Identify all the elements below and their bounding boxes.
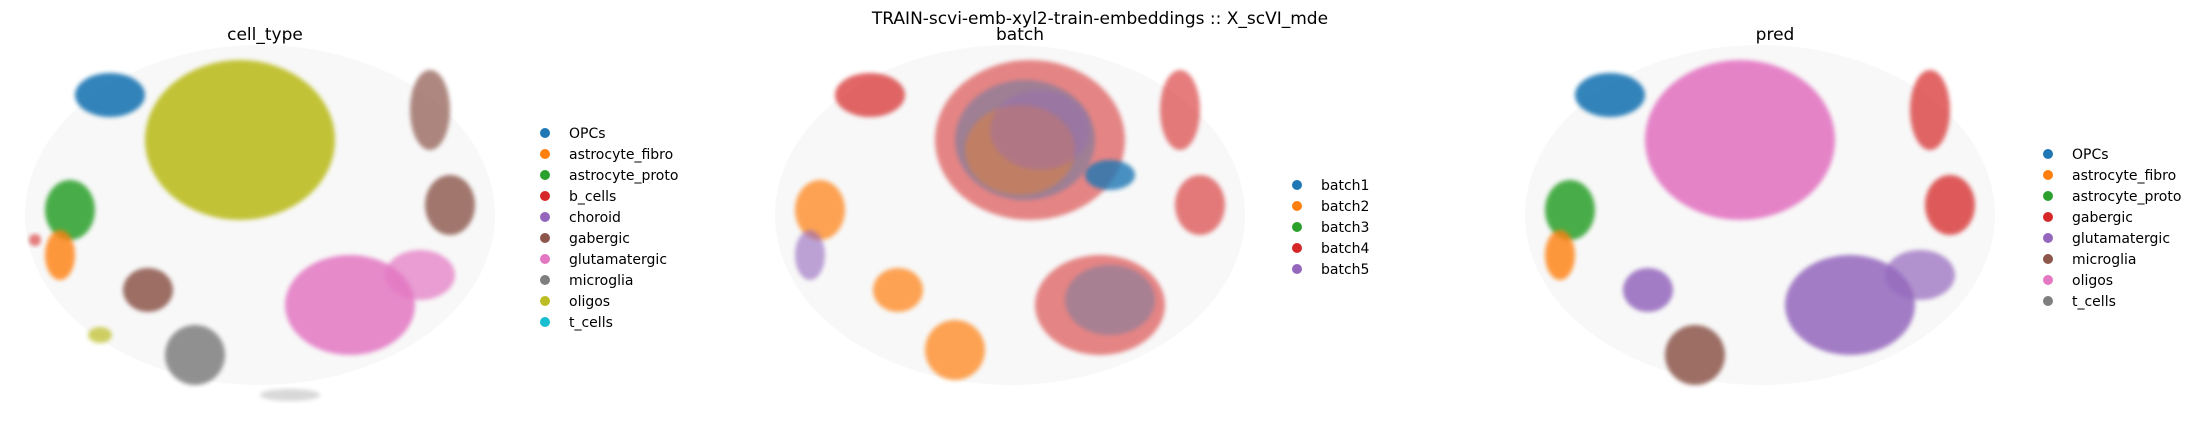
legend-label-batch2: batch2 <box>1321 199 1369 215</box>
legend-label-OPCs: OPCs <box>2072 147 2109 163</box>
legend-label-gabergic: gabergic <box>2072 210 2133 226</box>
panel-pred: pred OPCs astrocyte_fibro astrocyte_protog… <box>1525 25 2181 385</box>
legend-marker-astrocyte-fibro <box>2043 170 2053 180</box>
scatter-area-batch <box>775 45 1245 385</box>
legend-label-microglia: microglia <box>2072 252 2136 268</box>
legend-marker-oligos <box>2043 275 2053 285</box>
legend-marker-OPCs <box>540 128 550 138</box>
legend-label-batch4: batch4 <box>1321 241 1370 257</box>
scatter-area-pred <box>1525 45 1995 385</box>
legend-marker-batch2 <box>1292 201 1302 211</box>
legend-marker-gabergic <box>2043 212 2053 222</box>
panel-batch: batch batch1 batch2 batch3 batch4 batch5 <box>775 25 1370 385</box>
cluster-microglia <box>165 325 225 385</box>
legend-label-microglia: microglia <box>569 273 633 289</box>
legend-label-astrocyte-proto: astrocyte_proto <box>2072 189 2181 205</box>
cluster-OPCs <box>75 73 145 117</box>
legend-label-astrocyte-fibro: astrocyte_fibro <box>2072 168 2176 184</box>
cluster-batch1 <box>1065 265 1155 335</box>
cluster-batch5 <box>990 90 1090 170</box>
cluster-gabergic <box>1925 175 1975 235</box>
legend-label-astrocyte-proto: astrocyte_proto <box>569 168 678 184</box>
cluster-gabergic <box>410 70 450 150</box>
legend-marker-b-cells <box>540 191 550 201</box>
figure-suptitle: TRAIN-scvi-emb-xyl2-train-embeddings :: … <box>871 9 1328 29</box>
cluster-astrocyte-proto <box>45 180 95 240</box>
legend-marker-astrocyte-proto <box>2043 191 2053 201</box>
legend-marker-choroid <box>540 212 550 222</box>
legend-label-astrocyte-fibro: astrocyte_fibro <box>569 147 673 163</box>
legend-marker-glutamatergic <box>2043 233 2053 243</box>
panel-cell-type: cell_type OPCs astrocyte_fibro astrocyte_p… <box>25 25 678 401</box>
cluster-batch2 <box>795 180 845 240</box>
legend-cell-type: OPCs astrocyte_fibro astrocyte_proto b_cell… <box>540 126 678 331</box>
legend-marker-astrocyte-fibro <box>540 149 550 159</box>
legend-label-OPCs: OPCs <box>569 126 606 142</box>
legend-marker-batch5 <box>1292 264 1302 274</box>
legend-marker-OPCs <box>2043 149 2053 159</box>
legend-batch: batch1 batch2 batch3 batch4 batch5 <box>1292 178 1370 278</box>
panel-title-batch: batch <box>996 25 1044 45</box>
legend-label-oligos: oligos <box>569 294 610 310</box>
cluster-astrocyte-fibro <box>1545 230 1575 280</box>
legend-marker-glutamatergic <box>540 254 550 264</box>
cluster-astrocyte-fibro <box>45 230 75 280</box>
legend-marker-batch3 <box>1292 222 1302 232</box>
scatter-area-cell-type <box>25 45 495 401</box>
legend-label-batch1: batch1 <box>1321 178 1369 194</box>
panel-title-pred: pred <box>1756 25 1795 45</box>
legend-marker-batch1 <box>1292 180 1302 190</box>
legend-marker-t-cells <box>540 317 550 327</box>
cluster-oligos <box>1645 60 1835 220</box>
cluster-microglia <box>260 389 320 401</box>
legend-label-batch5: batch5 <box>1321 262 1369 278</box>
legend-label-t-cells: t_cells <box>2072 294 2116 310</box>
cluster-b-cells <box>29 234 41 246</box>
legend-label-glutamatergic: glutamatergic <box>569 252 667 268</box>
cluster-astrocyte-proto <box>1545 180 1595 240</box>
legend-label-t-cells: t_cells <box>569 315 613 331</box>
legend-marker-t-cells <box>2043 296 2053 306</box>
cluster-glutamatergic <box>385 250 455 300</box>
cluster-glutamatergic <box>1885 250 1955 300</box>
cluster-batch1 <box>1085 160 1135 190</box>
legend-marker-batch4 <box>1292 243 1302 253</box>
legend-marker-oligos <box>540 296 550 306</box>
legend-marker-microglia <box>540 275 550 285</box>
cluster-batch2 <box>925 320 985 380</box>
cluster-gabergic <box>123 268 173 312</box>
legend-pred: OPCs astrocyte_fibro astrocyte_protogaberg… <box>2043 147 2181 310</box>
cluster-microglia <box>1665 325 1725 385</box>
cluster-oligos <box>145 60 335 220</box>
legend-marker-astrocyte-proto <box>540 170 550 180</box>
cluster-gabergic <box>1910 70 1950 150</box>
legend-marker-gabergic <box>540 233 550 243</box>
cluster-oligos <box>88 327 112 343</box>
cluster-OPCs <box>1575 73 1645 117</box>
legend-label-oligos: oligos <box>2072 273 2113 289</box>
legend-label-batch3: batch3 <box>1321 220 1369 236</box>
cluster-batch4 <box>1160 70 1200 150</box>
panel-title-cell-type: cell_type <box>227 25 303 45</box>
cluster-gabergic <box>425 175 475 235</box>
legend-label-gabergic: gabergic <box>569 231 630 247</box>
cluster-batch5 <box>795 230 825 280</box>
cluster-glutamatergic <box>1623 268 1673 312</box>
legend-label-b-cells: b_cells <box>569 189 616 205</box>
legend-label-choroid: choroid <box>569 210 621 226</box>
cluster-batch4 <box>835 73 905 117</box>
legend-label-glutamatergic: glutamatergic <box>2072 231 2170 247</box>
legend-marker-microglia <box>2043 254 2053 264</box>
cluster-batch2 <box>873 268 923 312</box>
cluster-batch4 <box>1175 175 1225 235</box>
